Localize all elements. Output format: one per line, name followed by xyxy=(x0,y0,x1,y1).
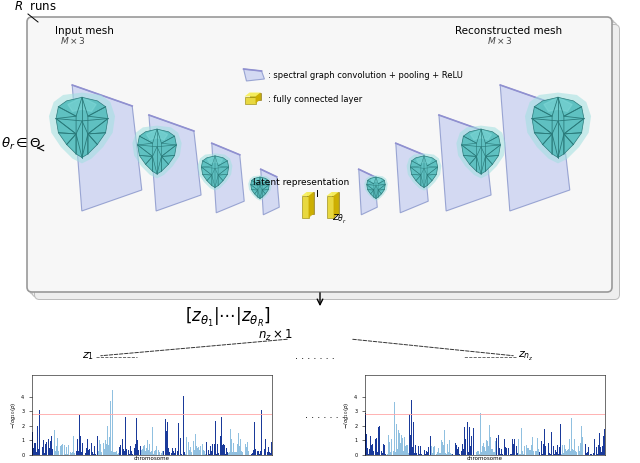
Polygon shape xyxy=(132,125,182,178)
Polygon shape xyxy=(364,175,388,200)
Text: $M \times 3$: $M \times 3$ xyxy=(60,35,86,46)
Polygon shape xyxy=(248,175,272,200)
Polygon shape xyxy=(308,192,314,218)
Polygon shape xyxy=(333,192,339,218)
Polygon shape xyxy=(301,196,308,218)
Text: $\theta_r \in \Theta$: $\theta_r \in \Theta$ xyxy=(1,136,42,152)
Polygon shape xyxy=(72,85,142,211)
Polygon shape xyxy=(532,97,584,157)
Polygon shape xyxy=(244,93,260,96)
Y-axis label: $-log_{10}(p)$: $-log_{10}(p)$ xyxy=(342,401,351,429)
Polygon shape xyxy=(456,125,506,178)
Text: $[z_{\theta_1} | \cdots | z_{\theta_R}]$: $[z_{\theta_1} | \cdots | z_{\theta_R}]$ xyxy=(185,306,271,329)
Text: . . . . . . .: . . . . . . . xyxy=(305,410,345,420)
Text: . . . . . . .: . . . . . . . xyxy=(295,351,335,361)
Polygon shape xyxy=(251,177,269,199)
Polygon shape xyxy=(470,129,492,140)
Polygon shape xyxy=(417,156,431,163)
Polygon shape xyxy=(212,143,244,213)
FancyBboxPatch shape xyxy=(35,25,620,300)
Polygon shape xyxy=(439,115,491,211)
Polygon shape xyxy=(371,177,381,182)
Polygon shape xyxy=(326,196,333,218)
Polygon shape xyxy=(255,177,265,182)
Polygon shape xyxy=(307,192,314,214)
Text: Input mesh: Input mesh xyxy=(55,26,114,36)
Polygon shape xyxy=(525,93,591,163)
Polygon shape xyxy=(149,115,201,211)
Polygon shape xyxy=(332,192,339,214)
Polygon shape xyxy=(207,156,223,163)
Polygon shape xyxy=(244,69,264,81)
Polygon shape xyxy=(544,97,572,112)
Polygon shape xyxy=(202,156,228,188)
Polygon shape xyxy=(461,129,500,174)
Polygon shape xyxy=(359,169,378,215)
Text: $M \times 3$: $M \times 3$ xyxy=(487,35,513,46)
FancyBboxPatch shape xyxy=(32,22,617,297)
Polygon shape xyxy=(147,129,168,140)
Polygon shape xyxy=(406,153,442,191)
Polygon shape xyxy=(255,93,260,104)
Polygon shape xyxy=(396,143,428,213)
Polygon shape xyxy=(410,156,438,188)
Text: $z_{n_z}$: $z_{n_z}$ xyxy=(518,350,534,363)
Polygon shape xyxy=(250,93,260,100)
Text: : spectral graph convolution + pooling + ReLU: : spectral graph convolution + pooling +… xyxy=(268,70,463,80)
Text: Reconstructed mesh: Reconstructed mesh xyxy=(455,26,562,36)
Polygon shape xyxy=(301,192,314,196)
FancyBboxPatch shape xyxy=(27,17,612,292)
Polygon shape xyxy=(260,169,279,215)
Text: $z_{\theta_r}$: $z_{\theta_r}$ xyxy=(332,213,347,226)
Polygon shape xyxy=(326,192,339,196)
Y-axis label: $-log_{10}(p)$: $-log_{10}(p)$ xyxy=(10,401,19,429)
Polygon shape xyxy=(56,97,108,157)
Polygon shape xyxy=(138,129,177,174)
X-axis label: chromosome: chromosome xyxy=(467,457,503,462)
FancyBboxPatch shape xyxy=(29,19,614,294)
X-axis label: chromosome: chromosome xyxy=(134,457,170,462)
Polygon shape xyxy=(198,153,232,191)
Text: $z_1$: $z_1$ xyxy=(82,350,94,362)
Polygon shape xyxy=(49,93,115,163)
Text: latent representation: latent representation xyxy=(253,178,349,187)
Polygon shape xyxy=(367,177,385,199)
Polygon shape xyxy=(244,96,255,104)
Text: $\it{R}$  runs: $\it{R}$ runs xyxy=(14,0,57,13)
Polygon shape xyxy=(500,85,570,211)
Text: $n_z \times 1$: $n_z \times 1$ xyxy=(258,328,293,343)
Text: : fully connected layer: : fully connected layer xyxy=(268,95,362,105)
Polygon shape xyxy=(68,97,96,112)
